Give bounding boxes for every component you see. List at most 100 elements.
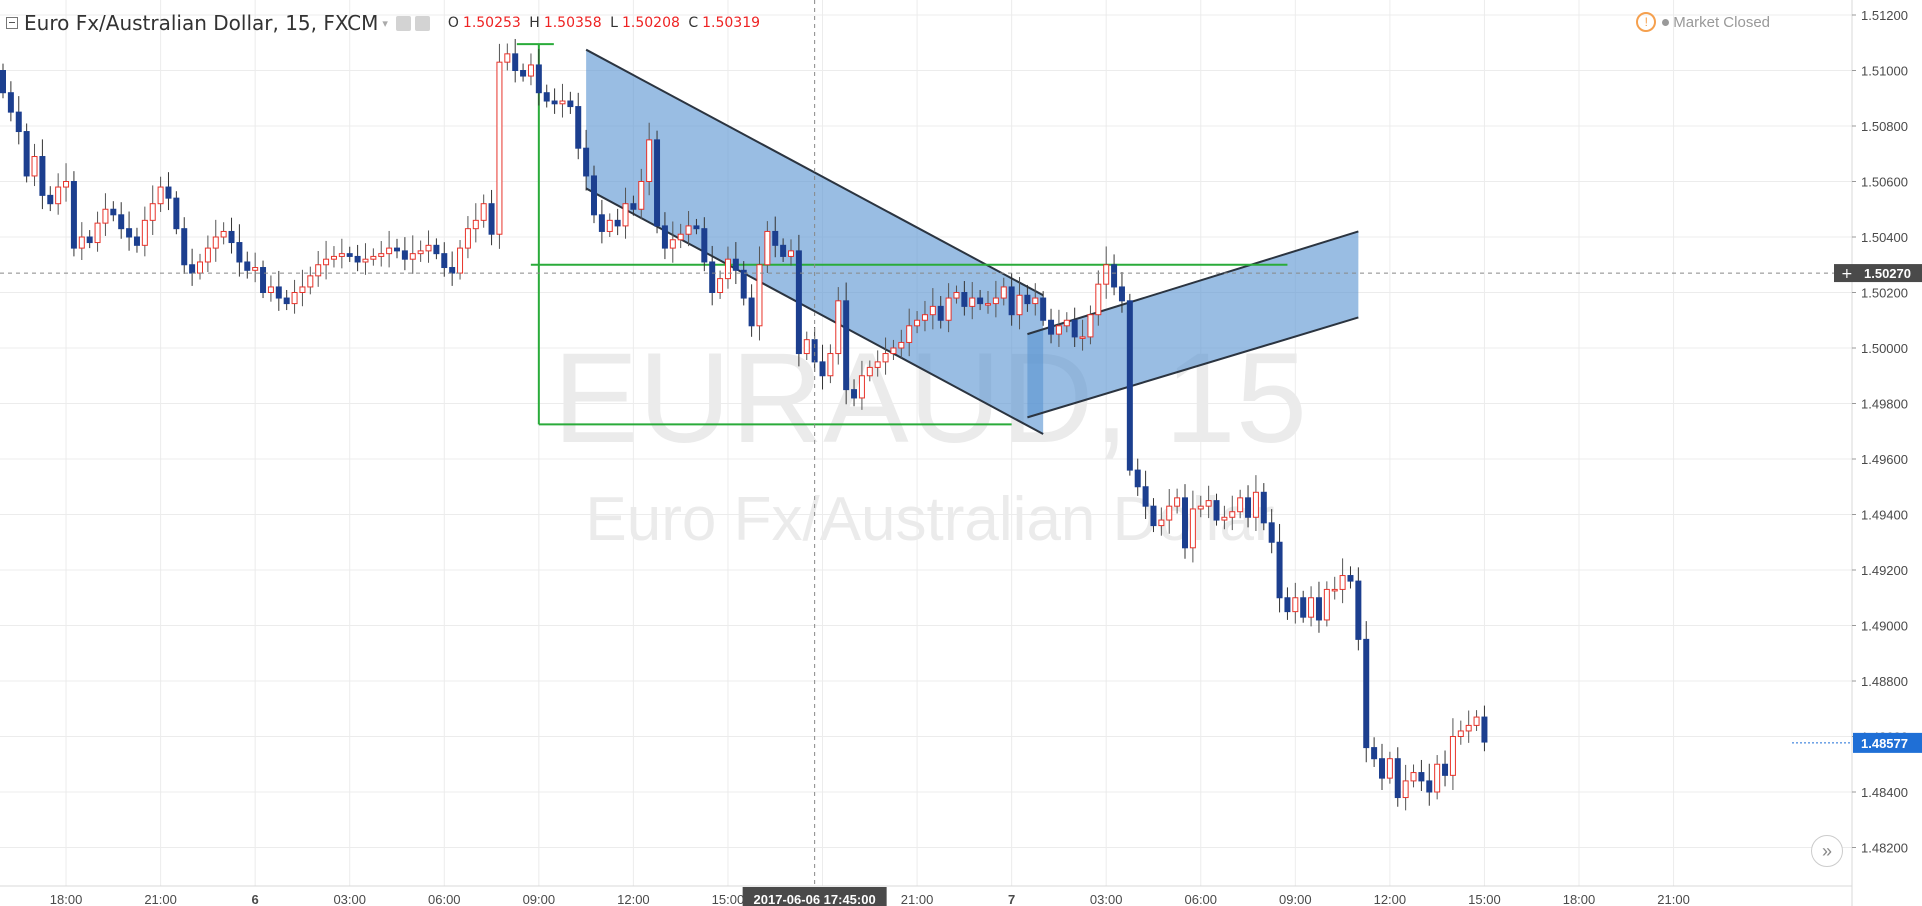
candle-body: [732, 258, 739, 271]
candle-body: [717, 278, 724, 293]
time-tick-label: 18:00: [50, 892, 83, 906]
time-tick-label: 6: [252, 892, 259, 906]
time-tick-label: 09:00: [1279, 892, 1312, 906]
candle-body: [638, 181, 645, 210]
time-tick-label: 06:00: [428, 892, 461, 906]
candle-body: [1174, 497, 1181, 507]
candle-body: [204, 247, 211, 263]
candle-body: [1355, 580, 1362, 640]
last-price-label: 1.48577: [1861, 736, 1908, 751]
crosshair-price-label: 1.50270: [1864, 266, 1911, 281]
ascending-channel-lower-line[interactable]: [1027, 316, 1359, 419]
candle-body: [362, 258, 369, 263]
watermark-name: Euro Fx/Australian Dollar: [585, 485, 1274, 554]
candle-body: [181, 228, 188, 266]
time-tick-label: 21:00: [1657, 892, 1690, 906]
candle-body: [496, 61, 503, 235]
candle-body: [701, 228, 708, 263]
candle-body: [63, 181, 70, 188]
candle-body: [851, 389, 858, 399]
candle-body: [866, 366, 873, 377]
chevron-down-icon[interactable]: ▾: [382, 16, 388, 30]
ascending-channel-upper-line[interactable]: [1027, 230, 1359, 336]
candle-body: [1182, 497, 1188, 549]
candle-body: [1000, 286, 1007, 299]
candle-body: [197, 261, 203, 274]
candle-body: [425, 244, 432, 252]
candle-body: [937, 305, 944, 321]
candle-body: [677, 233, 684, 241]
candle-body: [354, 255, 361, 263]
candle-body: [795, 250, 802, 355]
candle-body: [1087, 314, 1094, 338]
candle-body: [330, 255, 337, 260]
candle-body: [504, 53, 511, 63]
candle-body: [1229, 511, 1236, 518]
eye-icon[interactable]: [395, 15, 411, 31]
candle-body: [764, 230, 771, 266]
candle-body: [874, 361, 881, 368]
price-tick-label: 1.51000: [1861, 64, 1908, 79]
candle-body: [1276, 541, 1283, 599]
price-tick-label: 1.49000: [1861, 619, 1908, 634]
symbol-title[interactable]: Euro Fx/Australian Dollar, 15, FXCM: [24, 11, 379, 35]
crosshair-time-label: 2017-06-06 17:45:00: [754, 892, 876, 906]
candle-body: [1292, 597, 1299, 613]
candle-body: [583, 147, 590, 177]
price-tick-label: 1.49200: [1861, 563, 1908, 578]
candle-body: [1095, 283, 1102, 316]
candle-body: [165, 186, 172, 199]
candle-body: [1418, 772, 1425, 782]
candle-body: [1197, 505, 1204, 510]
candle-body: [110, 208, 117, 216]
candle-body: [307, 275, 314, 288]
scroll-to-realtime-button[interactable]: »: [1811, 835, 1843, 867]
candle-body: [1055, 325, 1062, 335]
candle-body: [1008, 286, 1015, 316]
candle-body: [835, 300, 842, 355]
candle-body: [1260, 491, 1267, 524]
last-price-box: [1853, 732, 1922, 753]
time-tick-label: 03:00: [333, 892, 366, 906]
candle-body: [977, 297, 984, 305]
collapse-icon[interactable]: [6, 17, 18, 29]
open-value: 1.50253: [462, 15, 521, 31]
candle-body: [1040, 297, 1047, 321]
warning-icon: !: [1636, 12, 1657, 32]
candle-body: [961, 292, 968, 307]
descending-channel-upper-line[interactable]: [585, 48, 1044, 297]
candle-body: [173, 197, 180, 230]
price-tick-label: 1.48200: [1861, 841, 1908, 856]
ascending-channel-fill[interactable]: [1027, 231, 1359, 418]
candle-body: [1166, 505, 1173, 521]
candle-body: [693, 225, 700, 230]
time-tick-label: 21:00: [144, 892, 177, 906]
candle-body: [252, 267, 259, 271]
candle-body: [788, 250, 794, 257]
market-status[interactable]: ! Market Closed: [1636, 12, 1770, 32]
candle-body: [724, 258, 731, 280]
candle-body: [709, 261, 716, 294]
candle-body: [472, 219, 479, 230]
time-tick-label: 12:00: [617, 892, 650, 906]
candle-body: [7, 92, 14, 113]
price-tick-label: 1.50400: [1861, 230, 1908, 245]
candle-body: [1300, 597, 1307, 618]
candle-body: [189, 264, 196, 274]
settings-icon[interactable]: [414, 15, 430, 31]
candle-body: [86, 236, 93, 244]
candle-body: [1331, 588, 1338, 592]
status-dot-icon: [1662, 18, 1670, 26]
candle-body: [315, 264, 322, 277]
candle-body: [1465, 724, 1472, 732]
candle-body: [945, 297, 952, 321]
fib-drawing[interactable]: [516, 43, 1288, 426]
candle-body: [1449, 736, 1456, 776]
candle-body: [378, 253, 385, 257]
candle-body: [1126, 300, 1133, 471]
price-tick-label: 1.48800: [1861, 674, 1908, 689]
candle-body: [1394, 758, 1401, 799]
time-tick-label: 12:00: [1374, 892, 1407, 906]
plus-icon: +: [1841, 266, 1853, 282]
